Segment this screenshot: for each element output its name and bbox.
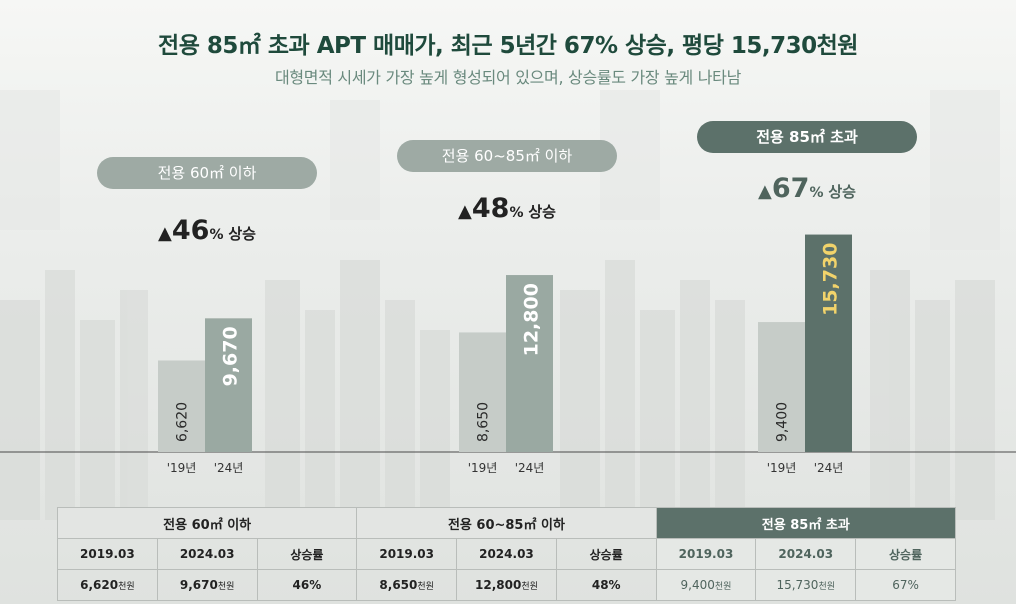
table-subheader: 2019.03: [356, 538, 458, 570]
rise-value: 48: [471, 193, 510, 224]
rise-word: 상승: [528, 203, 556, 221]
rise-suffix: %: [509, 205, 529, 221]
table-group-header: 전용 60㎡ 이하: [56, 507, 358, 539]
table-group-header: 전용 60~85㎡ 이하: [356, 507, 657, 539]
table-subheader: 2024.03: [755, 538, 857, 570]
rise-value: 46: [171, 215, 210, 246]
rise-annotation-85: ▲67% 상승: [732, 173, 882, 204]
table-subheader: 2024.03: [456, 538, 557, 570]
group-label-60-85: 전용 60~85㎡ 이하: [397, 140, 617, 172]
table-row: 6,620천원 9,670천원 46% 8,650천원 12,800천원 48%…: [57, 569, 956, 601]
table-cell: 15,730천원: [755, 569, 857, 601]
bar: [758, 322, 805, 452]
chart-subtitle: 대형면적 시세가 가장 높게 형성되어 있으며, 상승률도 가장 높게 나타남: [274, 68, 742, 87]
x-tick-label: '24년: [814, 461, 844, 475]
table-group-header-highlight: 전용 85㎡ 초과: [655, 507, 957, 539]
bar-value-label: 12,800: [521, 283, 543, 356]
bar: [158, 360, 205, 452]
rise-word: 상승: [228, 225, 256, 243]
rise-annotation-60: ▲46% 상승: [132, 215, 282, 246]
bar-value-label: 9,670: [220, 326, 242, 386]
bar-value-label: 9,400: [775, 402, 791, 442]
triangle-up-icon: ▲: [758, 181, 772, 202]
rise-suffix: %: [209, 227, 229, 243]
group-label-85: 전용 85㎡ 초과: [697, 121, 917, 153]
group-label-60: 전용 60㎡ 이하: [97, 157, 317, 189]
bar-value-label: 6,620: [175, 402, 191, 442]
x-tick-label: '24년: [515, 461, 545, 475]
table-subheader: 상승률: [855, 538, 956, 570]
bar-value-label: 8,650: [476, 402, 492, 442]
triangle-up-icon: ▲: [158, 223, 172, 244]
x-tick-label: '19년: [468, 461, 498, 475]
table-subheader-row: 2019.03 2024.03 상승률 2019.03 2024.03 상승률 …: [57, 538, 956, 570]
bar: [459, 332, 506, 452]
rise-value: 67: [771, 173, 810, 204]
table-cell: 67%: [855, 569, 956, 601]
rise-suffix: %: [809, 185, 829, 201]
table-subheader: 2019.03: [57, 538, 158, 570]
table-cell: 48%: [555, 569, 657, 601]
triangle-up-icon: ▲: [458, 201, 472, 222]
table-cell: 9,400천원: [655, 569, 757, 601]
table-group-header-row: 전용 60㎡ 이하 전용 60~85㎡ 이하 전용 85㎡ 초과: [56, 507, 957, 539]
x-tick-label: '19년: [167, 461, 197, 475]
table-cell: 12,800천원: [456, 569, 557, 601]
x-tick-label: '24년: [214, 461, 244, 475]
bar: [506, 275, 553, 452]
table-subheader: 2024.03: [156, 538, 258, 570]
table-subheader: 상승률: [555, 538, 657, 570]
rise-annotation-60-85: ▲48% 상승: [432, 193, 582, 224]
summary-table: 전용 60㎡ 이하 전용 60~85㎡ 이하 전용 85㎡ 초과 2019.03…: [56, 507, 957, 601]
table-cell: 46%: [256, 569, 358, 601]
rise-word: 상승: [828, 183, 856, 201]
bar: [805, 234, 852, 452]
x-tick-label: '19년: [767, 461, 797, 475]
table-cell: 8,650천원: [356, 569, 458, 601]
chart-title: 전용 85㎡ 초과 APT 매매가, 최근 5년간 67% 상승, 평당 15,…: [158, 33, 858, 59]
table-subheader: 상승률: [256, 538, 358, 570]
table-cell: 6,620천원: [57, 569, 158, 601]
table-subheader: 2019.03: [655, 538, 757, 570]
bar: [205, 318, 252, 452]
table-cell: 9,670천원: [156, 569, 258, 601]
bar-value-label: 15,730: [820, 243, 842, 316]
